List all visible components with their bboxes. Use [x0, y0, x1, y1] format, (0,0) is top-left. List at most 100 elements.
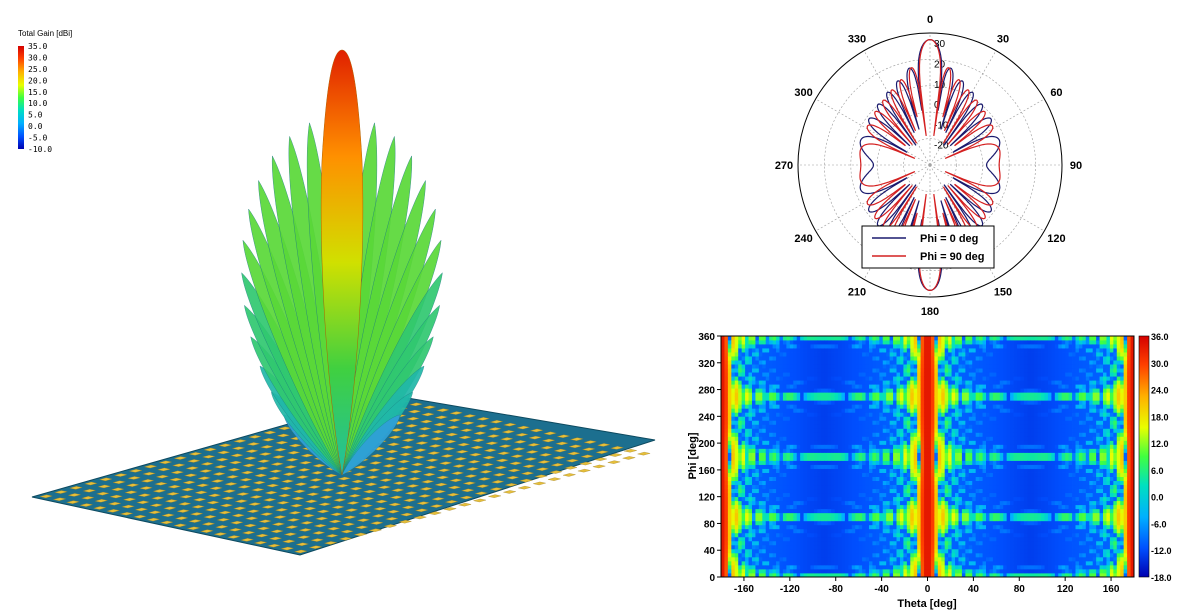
- array-element: [263, 498, 276, 502]
- heatmap-cell: [903, 364, 908, 369]
- heatmap-cell: [745, 564, 749, 570]
- heatmap-cell: [824, 416, 829, 421]
- heatmap-cell: [920, 476, 925, 481]
- heatmap-cell: [865, 560, 870, 566]
- heatmap-cell: [803, 440, 808, 445]
- heatmap-cell: [827, 392, 832, 397]
- heatmap-cell: [779, 372, 784, 377]
- heatmap-cell: [800, 544, 804, 550]
- heatmap-cell: [817, 348, 822, 353]
- heatmap-cell: [727, 392, 732, 397]
- heatmap-cell: [889, 428, 894, 433]
- heatmap-cell: [841, 508, 846, 514]
- heatmap-cell: [917, 484, 922, 490]
- heatmap-cell: [727, 472, 732, 477]
- heatmap-cell: [803, 408, 808, 413]
- heatmap-cell: [944, 400, 949, 405]
- heatmap-cell: [872, 468, 877, 473]
- heatmap-cell: [772, 460, 777, 465]
- heatmap-cell: [930, 340, 935, 345]
- heatmap-cell: [965, 372, 970, 377]
- heatmap-cell: [786, 476, 791, 481]
- heatmap-cell: [913, 384, 918, 389]
- heatmap-cell: [762, 392, 767, 397]
- gain-legend-tick: 35.0: [28, 42, 47, 51]
- array-element: [209, 486, 223, 490]
- heatmap-cell: [961, 344, 966, 349]
- heatmap-cell: [793, 420, 798, 425]
- heatmap-cell: [948, 488, 952, 494]
- heatmap-cell: [779, 428, 784, 433]
- array-element: [537, 460, 551, 464]
- heatmap-cell: [813, 476, 818, 481]
- heatmap-cell: [734, 408, 739, 413]
- heatmap-cell: [965, 364, 970, 369]
- heatmap-cell: [927, 528, 932, 534]
- heatmap-cell: [951, 496, 956, 502]
- heatmap-cell: [800, 356, 804, 361]
- heatmap-cell: [944, 448, 949, 453]
- heatmap-cell: [738, 460, 743, 465]
- heatmap-cell: [903, 380, 908, 385]
- heatmap-cell: [776, 440, 780, 445]
- heatmap-cell: [862, 440, 866, 445]
- array-element: [448, 418, 462, 422]
- array-element: [525, 450, 539, 454]
- heatmap-cell: [882, 512, 887, 518]
- heatmap-cell: [972, 428, 977, 433]
- heatmap-cell: [906, 472, 911, 477]
- heatmap-cell: [868, 404, 873, 409]
- heatmap-cell: [793, 540, 798, 546]
- heatmap-cell: [727, 436, 732, 441]
- heatmap-cell: [834, 396, 839, 401]
- heatmap-cell: [793, 476, 798, 481]
- heatmap-cell: [738, 356, 743, 361]
- heatmap-cell: [779, 520, 784, 526]
- heatmap-cell: [903, 532, 908, 538]
- heatmap-cell: [920, 400, 925, 405]
- heatmap-cell: [899, 452, 904, 457]
- heatmap-cell: [841, 440, 846, 445]
- heatmap-cell: [803, 488, 808, 494]
- heatmap-cell: [855, 496, 860, 502]
- heatmap-cell: [910, 524, 915, 530]
- array-element: [401, 505, 415, 510]
- heatmap-cell: [734, 540, 739, 546]
- heatmap-cell: [848, 380, 853, 385]
- heatmap-cell: [844, 436, 849, 441]
- heatmap-cell: [834, 496, 839, 502]
- heatmap-cell: [848, 564, 853, 570]
- heatmap-cell: [855, 564, 860, 570]
- heatmap-cell: [934, 416, 939, 421]
- heatmap-cell: [961, 536, 966, 542]
- heatmap-cell: [721, 348, 725, 353]
- heatmap-cell: [789, 464, 794, 469]
- heatmap-cell: [875, 424, 880, 429]
- heatmap-cell: [948, 472, 952, 477]
- heatmap-cell: [937, 404, 942, 409]
- heatmap-cell: [796, 544, 801, 550]
- heatmap-cell: [948, 336, 952, 341]
- heatmap-cell: [831, 416, 835, 421]
- heatmap-cell: [968, 524, 973, 530]
- heatmap-cell: [862, 344, 866, 349]
- heatmap-cell: [810, 472, 815, 477]
- heatmap-cell: [965, 452, 970, 457]
- heatmap-cell: [893, 520, 897, 526]
- heatmap-cell: [903, 460, 908, 465]
- heatmap-cell: [872, 396, 877, 401]
- array-element: [580, 454, 594, 459]
- heatmap-cell: [741, 528, 746, 534]
- heatmap-cell: [813, 496, 818, 502]
- heatmap-cell: [800, 336, 804, 341]
- heatmap-cell: [930, 344, 935, 349]
- heatmap-cell: [745, 348, 749, 353]
- heatmap-cell: [903, 568, 908, 574]
- heatmap-cell: [762, 460, 767, 465]
- heatmap-cell: [872, 544, 877, 550]
- heatmap-cell: [865, 544, 870, 550]
- heatmap-cell: [958, 344, 963, 349]
- array-element: [272, 455, 286, 459]
- heatmap-cell: [803, 356, 808, 361]
- array-element: [106, 509, 120, 513]
